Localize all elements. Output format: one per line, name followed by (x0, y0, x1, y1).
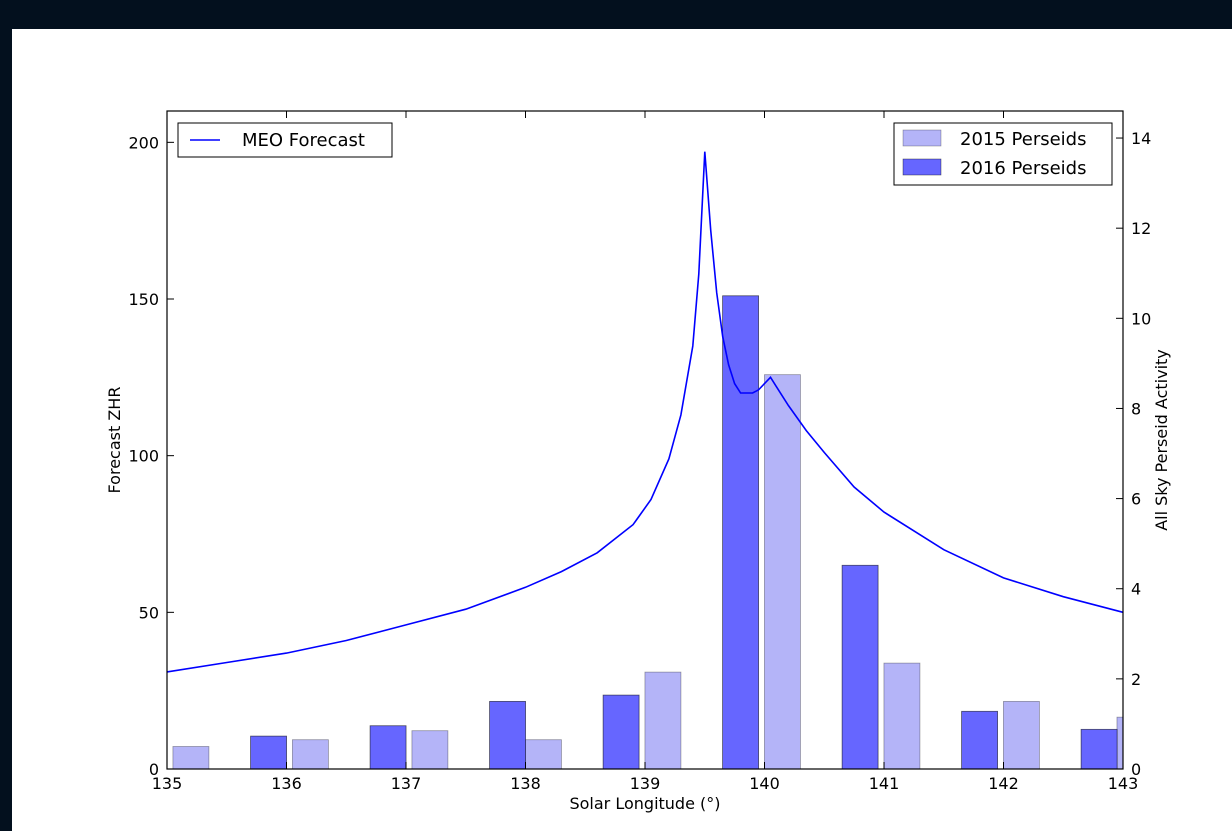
bar-2016-0 (250, 735, 287, 770)
y2-tick-label: 6 (1131, 490, 1141, 509)
y2-axis-label: All Sky Perseid Activity (1152, 349, 1171, 531)
y-tick-label: 0 (149, 760, 159, 779)
x-tick-label: 141 (869, 774, 900, 793)
y2-tick-label: 8 (1131, 399, 1141, 418)
y-axis-label: Forecast ZHR (105, 387, 124, 494)
legend-forecast-label: MEO Forecast (242, 130, 365, 151)
y-tick-label: 200 (128, 133, 159, 152)
bar-2015-6 (883, 662, 921, 770)
legend-2016-label: 2016 Perseids (960, 158, 1086, 179)
bar-2015-7 (1003, 700, 1040, 770)
x-tick-label: 135 (152, 774, 183, 793)
y-tick-label: 100 (128, 447, 159, 466)
x-tick-label: 140 (749, 774, 780, 793)
x-tick-label: 139 (630, 774, 661, 793)
bar-2015-5 (764, 374, 801, 770)
bars-2016-series (250, 295, 1118, 770)
legend-2015-label: 2015 Perseids (960, 129, 1086, 150)
legend-2015-swatch (902, 129, 942, 147)
x-tick-label: 136 (271, 774, 302, 793)
meo-forecast-line (166, 151, 1124, 673)
y2-tick-label: 14 (1131, 129, 1151, 148)
legend-perseids: 2015 Perseids 2016 Perseids (893, 122, 1113, 186)
x-axis-label: Solar Longitude (°) (569, 794, 720, 813)
bar-2016-7 (1080, 728, 1118, 770)
bar-2015-3 (525, 739, 562, 770)
y2-axis-ticks: 0 2 4 6 8 10 12 14 (1116, 129, 1151, 779)
chart-figure: 135 136 137 138 139 140 141 142 143 0 50 100 150 200… (12, 29, 1232, 831)
bar-2016-3 (602, 694, 640, 770)
y2-tick-label: 2 (1131, 670, 1141, 689)
y2-tick-label: 12 (1131, 219, 1151, 238)
bar-2016-6 (961, 710, 998, 770)
bar-2015-4 (644, 671, 682, 770)
legend-2016-swatch (902, 158, 942, 176)
legend-forecast: MEO Forecast (177, 122, 393, 158)
bar-2015-1 (291, 739, 329, 770)
bar-2015-8 (1116, 716, 1124, 770)
y-tick-label: 150 (128, 290, 159, 309)
x-axis-ticks: 135 136 137 138 139 140 141 142 143 (152, 111, 1139, 793)
bar-2016-1 (369, 725, 407, 770)
bars-2015-series (172, 374, 1124, 770)
chart-svg: 135 136 137 138 139 140 141 142 143 050100150200… (105, 110, 1171, 813)
bar-2016-4 (722, 295, 759, 770)
x-tick-label: 142 (988, 774, 1019, 793)
x-tick-label: 143 (1108, 774, 1139, 793)
y2-tick-label: 0 (1131, 760, 1141, 779)
bar-2015-0 (172, 746, 210, 770)
x-tick-label: 138 (510, 774, 541, 793)
plot-frame (166, 110, 1124, 770)
y2-tick-label: 10 (1131, 309, 1151, 328)
bar-2016-5 (841, 564, 879, 770)
bar-2015-2 (411, 730, 449, 770)
y2-tick-label: 4 (1131, 580, 1141, 599)
bar-2016-2 (489, 700, 526, 770)
y-tick-label: 50 (139, 603, 159, 622)
x-tick-label: 137 (391, 774, 422, 793)
y-axis-ticks: 0 50 100 150 200 (128, 133, 174, 779)
